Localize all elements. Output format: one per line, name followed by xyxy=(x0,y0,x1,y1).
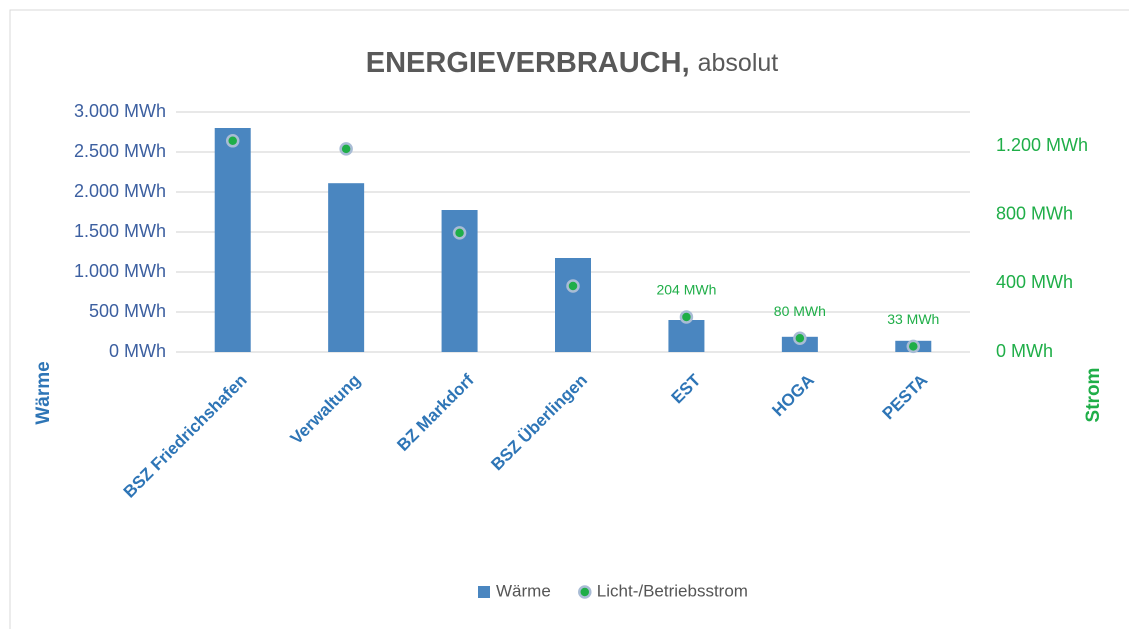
y-tick-label: 2.500 MWh xyxy=(74,141,166,161)
y-tick-label: 1.500 MWh xyxy=(74,221,166,241)
bar xyxy=(328,183,365,352)
y-tick-label: 500 MWh xyxy=(89,301,166,321)
y2-axis-title: Strom xyxy=(1083,368,1104,423)
point xyxy=(793,331,807,346)
y-tick-label: 0 MWh xyxy=(109,341,166,361)
point xyxy=(452,226,467,240)
y2-tick-label: 400 MWh xyxy=(996,272,1073,292)
y-tick-label: 1.000 MWh xyxy=(74,261,166,281)
y2-tick-label: 800 MWh xyxy=(996,204,1073,224)
point xyxy=(339,142,353,156)
bar xyxy=(668,320,705,352)
point xyxy=(679,310,694,324)
chart-title-group: ENERGIEVERBRAUCH, absolut xyxy=(366,47,779,79)
y-tick-label: 2.000 MWh xyxy=(74,181,166,201)
chart-subtitle: absolut xyxy=(698,49,779,77)
data-label: 80 MWh xyxy=(774,303,826,319)
legend-swatch xyxy=(578,585,592,599)
y-axis-title: Wärme xyxy=(33,361,54,424)
bar xyxy=(214,128,251,352)
y-tick-label: 3.000 MWh xyxy=(74,101,166,121)
legend-swatch xyxy=(478,586,490,598)
data-label: 204 MWh xyxy=(656,282,716,298)
y2-tick-label: 0 MWh xyxy=(996,341,1053,361)
y2-tick-label: 1.200 MWh xyxy=(996,135,1088,155)
legend-label: Licht-/Betriebsstrom xyxy=(597,581,748,600)
data-label: 33 MWh xyxy=(887,311,939,327)
point xyxy=(906,339,921,354)
point xyxy=(566,279,580,293)
bar xyxy=(555,258,591,352)
legend-label: Wärme xyxy=(496,581,551,600)
point xyxy=(225,134,240,148)
chart-title: ENERGIEVERBRAUCH, xyxy=(366,47,690,79)
